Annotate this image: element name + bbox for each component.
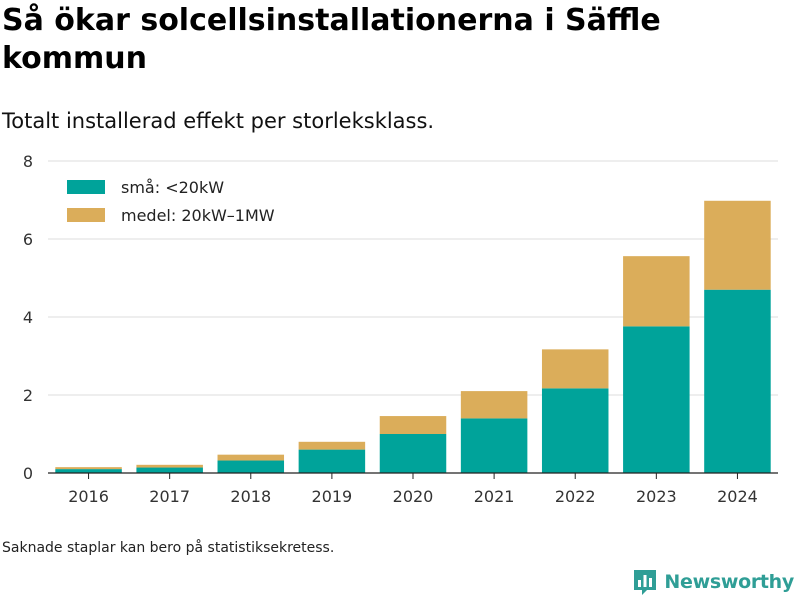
- bar-small-2018: [217, 460, 285, 473]
- y-tick-label: 2: [23, 386, 33, 405]
- x-tick-label: 2023: [636, 487, 677, 506]
- x-tick-label: 2016: [68, 487, 109, 506]
- legend-swatch: [67, 208, 105, 222]
- x-tick-label: 2024: [717, 487, 758, 506]
- bar-small-2020: [379, 434, 447, 473]
- legend-label: medel: 20kW–1MW: [121, 206, 275, 225]
- bars: [55, 200, 771, 473]
- newsworthy-logo-icon: [634, 570, 657, 595]
- footnote: Saknade staplar kan bero på statistiksek…: [2, 540, 335, 556]
- bar-medium-2020: [379, 416, 447, 434]
- legend-label: små: <20kW: [121, 178, 224, 197]
- x-tick-label: 2022: [555, 487, 596, 506]
- brand-logo: Newsworthy: [632, 568, 794, 596]
- x-axis-ticks: 2016 2017 2018 2019 2020 2021 2022 2023 2024: [48, 472, 778, 506]
- bar-small-2016: [55, 469, 122, 473]
- y-tick-label: 8: [23, 152, 33, 171]
- bar-medium-2019: [298, 441, 366, 450]
- legend-swatch: [67, 180, 105, 194]
- x-tick-label: 2018: [230, 487, 271, 506]
- y-tick-label: 6: [23, 230, 33, 249]
- bar-medium-2024: [704, 200, 771, 290]
- bar-medium-2018: [217, 454, 285, 461]
- bar-small-2023: [623, 326, 690, 473]
- x-tick-label: 2019: [312, 487, 353, 506]
- chart-title: Så ökar solcellsinstallationerna i Säffl…: [2, 3, 661, 76]
- x-tick-label: 2021: [474, 487, 515, 506]
- y-tick-label: 4: [23, 308, 33, 327]
- y-tick-label: 0: [23, 464, 33, 483]
- x-tick-label: 2020: [393, 487, 434, 506]
- bar-small-2019: [298, 449, 366, 473]
- bar-medium-2021: [460, 391, 528, 419]
- bar-medium-2016: [55, 467, 122, 470]
- legend: små: <20kW medel: 20kW–1MW: [67, 178, 275, 225]
- brand-name: Newsworthy: [664, 571, 794, 593]
- bar-small-2022: [541, 388, 609, 473]
- x-tick-label: 2017: [149, 487, 190, 506]
- chart-subtitle: Totalt installerad effekt per storlekskl…: [2, 109, 435, 133]
- bar-medium-2017: [136, 464, 203, 468]
- bar-small-2017: [136, 467, 203, 473]
- bar-small-2021: [460, 418, 528, 473]
- bar-small-2024: [704, 289, 771, 473]
- bar-medium-2022: [541, 349, 609, 389]
- y-axis-ticks: 0 2 4 6 8: [23, 152, 33, 483]
- bar-medium-2023: [623, 256, 690, 327]
